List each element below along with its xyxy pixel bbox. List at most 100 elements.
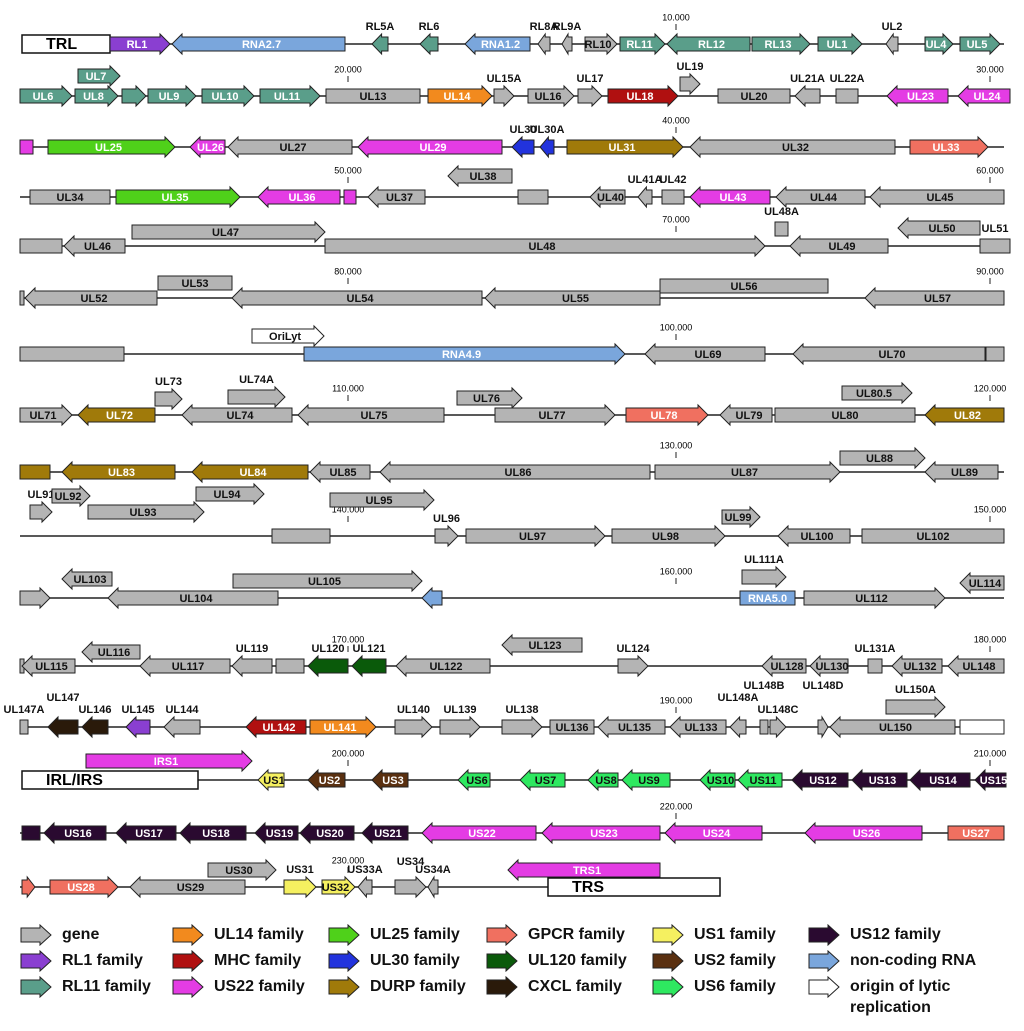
legend-label: gene <box>62 926 100 943</box>
feature: RL12 <box>666 32 751 56</box>
gene-arrow <box>611 524 726 548</box>
feature: UL41A <box>628 174 662 209</box>
gene-arrow <box>367 185 426 209</box>
gene-arrow <box>351 654 387 678</box>
gene-label: US34A <box>415 864 451 876</box>
feature: US30 <box>207 858 277 882</box>
gene-arrow <box>257 185 341 209</box>
gene-arrow <box>43 821 107 845</box>
feature: UL26 <box>189 135 226 159</box>
legend-arrow <box>486 950 518 972</box>
feature: UL7 <box>77 64 121 88</box>
feature <box>19 586 51 610</box>
gene-arrow <box>885 32 899 56</box>
gene-label: US16 <box>64 828 92 840</box>
gene-label: UL95 <box>366 495 393 507</box>
feature: UL20 <box>717 88 791 104</box>
gene-arrow <box>597 715 666 739</box>
legend-arrow <box>172 976 204 998</box>
gene-arrow <box>864 286 1005 310</box>
scale-label: 230.000 <box>332 855 365 865</box>
gene-arrow <box>861 528 1005 544</box>
gene-arrow <box>959 571 1005 595</box>
gene-arrow <box>804 821 923 845</box>
gene-arrow <box>257 768 285 792</box>
gene-arrow <box>245 715 307 739</box>
gene-label: UL2 <box>882 21 903 33</box>
gene-label: US26 <box>853 828 881 840</box>
gene-arrow <box>777 524 851 548</box>
feature: UL83 <box>61 460 176 484</box>
gene-arrow <box>49 875 119 899</box>
legend-swatch <box>20 950 52 972</box>
feature: UL40 <box>589 185 626 209</box>
gene-arrow <box>259 84 321 108</box>
feature <box>19 290 25 306</box>
gene-arrow <box>439 715 481 739</box>
gene-arrow <box>47 135 176 159</box>
gene-label: UL48A <box>764 206 799 218</box>
feature: UL48 <box>324 234 766 258</box>
gene-label: US19 <box>266 828 294 840</box>
feature: UL69 <box>644 342 766 366</box>
gene-label: RL10 <box>585 39 612 51</box>
scale-label: 20.000 <box>334 64 362 74</box>
feature: US33A <box>347 864 383 899</box>
gene-arrow <box>537 32 551 56</box>
feature: UL128 <box>761 654 807 678</box>
gene-label: UL147 <box>46 692 79 704</box>
feature <box>421 586 443 610</box>
legend-arrow <box>328 924 360 946</box>
feature: UL74 <box>181 403 293 427</box>
gene-arrow <box>924 32 954 56</box>
gene-arrow <box>809 654 849 678</box>
gene-arrow <box>19 403 73 427</box>
gene-arrow <box>29 500 53 524</box>
gene-label: UL105 <box>308 576 341 588</box>
gene-label: UL27 <box>280 142 307 154</box>
feature: IRL/IRS <box>21 770 199 790</box>
feature: US32 <box>321 875 356 899</box>
gene-label: US10 <box>707 775 735 787</box>
gene-arrow <box>501 715 543 739</box>
scale-label: 150.000 <box>974 504 1007 514</box>
legend-label: US2 family <box>694 952 776 969</box>
feature: UL147 <box>46 692 80 739</box>
gene-arrow <box>775 185 866 209</box>
gene-label: UL133 <box>684 722 717 734</box>
feature: RL6 <box>419 21 439 56</box>
legend-label: origin of lytic replication <box>850 978 951 1016</box>
gene-arrow <box>163 715 201 739</box>
feature <box>121 84 147 108</box>
gene-arrow <box>947 654 1005 678</box>
scale-label: 190.000 <box>660 695 693 705</box>
feature: UL38 <box>447 164 513 188</box>
legend-item: US6 family <box>652 976 824 998</box>
gene-label: UL146 <box>78 704 111 716</box>
gene-arrow <box>87 500 205 524</box>
legend-label: US1 family <box>694 926 776 943</box>
feature: US27 <box>947 825 1005 841</box>
gene-arrow <box>191 460 309 484</box>
gene-label: UL20 <box>741 91 768 103</box>
legend-label: US22 family <box>214 978 305 995</box>
legend-swatch <box>172 950 204 972</box>
gene-label: UL51 <box>982 223 1009 235</box>
gene-label: UL93 <box>130 507 157 519</box>
gene-label: US2 <box>319 775 340 787</box>
legend-label: UL120 family <box>528 952 627 969</box>
feature <box>959 719 1005 735</box>
feature: UL79 <box>719 403 773 427</box>
gene-label: UL45 <box>927 192 954 204</box>
gene-label: UL111A <box>744 554 784 566</box>
feature: UL97 <box>465 524 606 548</box>
gene-label: UL144 <box>165 704 199 716</box>
legend-label: CXCL family <box>528 978 622 995</box>
gene-arrow <box>974 768 1007 792</box>
feature <box>19 464 51 480</box>
gene-arrow <box>637 185 653 209</box>
gene-label: US9 <box>638 775 659 787</box>
feature: UL32 <box>689 135 896 159</box>
feature <box>985 346 1005 362</box>
feature: UL139 <box>439 704 481 739</box>
